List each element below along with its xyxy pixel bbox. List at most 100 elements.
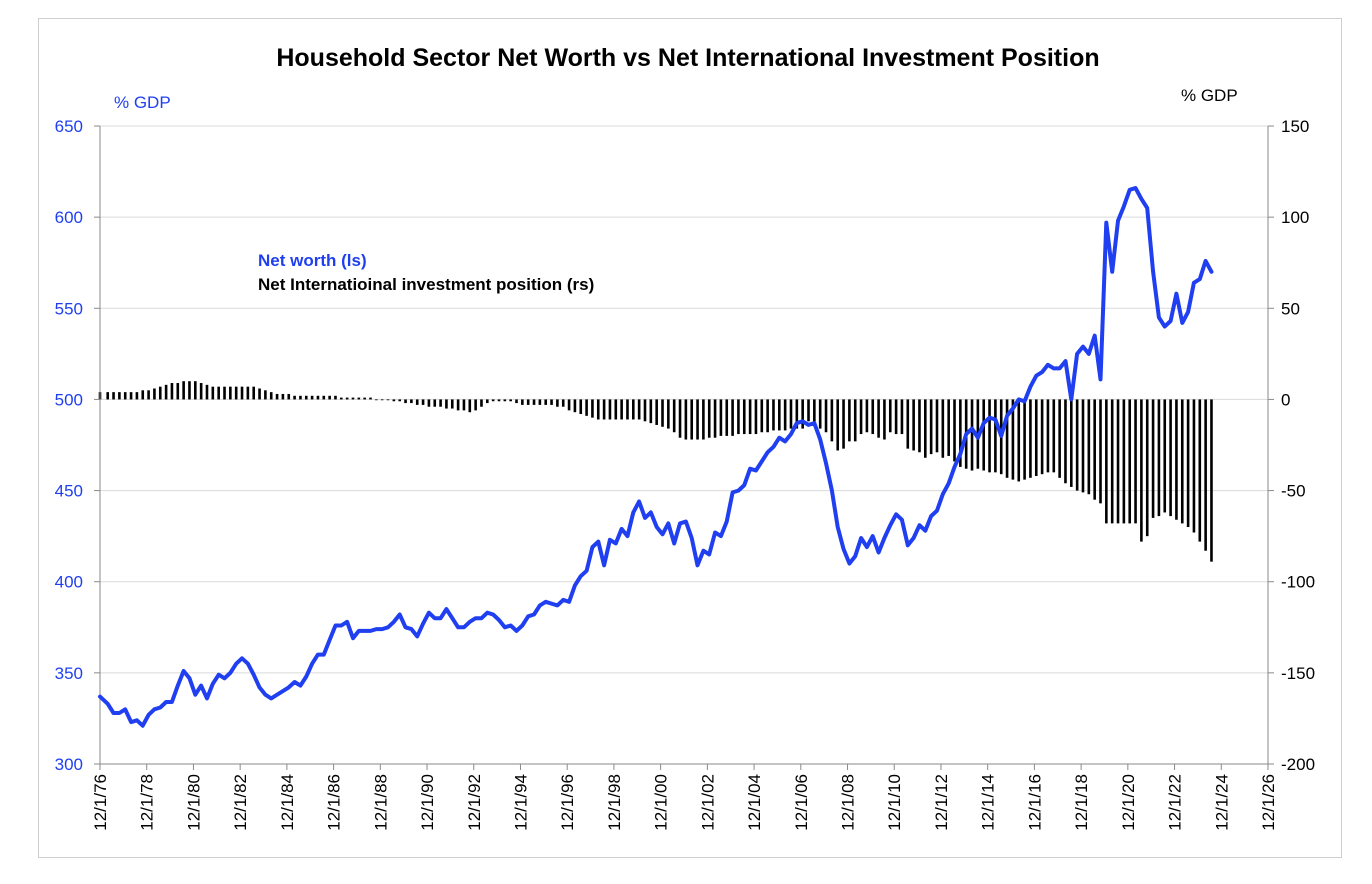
right-tick-label: -100: [1281, 573, 1315, 592]
x-tick-label: 12/1/12: [932, 774, 951, 831]
niip-bar: [427, 399, 431, 407]
niip-bar: [357, 397, 361, 400]
x-tick-label: 12/1/16: [1025, 774, 1044, 831]
niip-bar: [637, 399, 641, 420]
niip-bar: [888, 399, 892, 433]
niip-bar: [982, 399, 986, 471]
niip-bar: [1005, 399, 1009, 478]
x-tick-label: 12/1/00: [652, 774, 671, 831]
niip-bar: [1040, 399, 1044, 475]
niip-bar: [421, 399, 425, 405]
niip-bar: [830, 399, 834, 442]
niip-bar: [1093, 399, 1096, 500]
niip-bar: [1145, 399, 1149, 537]
niip-bar: [106, 392, 110, 400]
niip-bar: [1169, 399, 1172, 517]
x-tick-label: 12/1/20: [1119, 774, 1138, 831]
niip-bar: [1017, 399, 1021, 482]
left-tick-label: 300: [55, 755, 83, 774]
left-tick-label: 650: [55, 117, 83, 136]
niip-bar: [118, 392, 121, 400]
niip-bar: [690, 399, 694, 440]
x-tick-label: 12/1/02: [698, 774, 717, 831]
niip-bar: [538, 399, 542, 405]
niip-bar: [970, 399, 974, 471]
niip-bar: [947, 399, 950, 456]
niip-bar: [1064, 399, 1067, 484]
niip-bar: [234, 386, 238, 400]
niip-bar: [351, 397, 355, 400]
niip-bar: [293, 395, 296, 400]
niip-bar: [783, 399, 787, 431]
niip-bar: [1134, 399, 1137, 524]
niip-bar: [585, 399, 588, 416]
niip-bar: [848, 399, 851, 442]
niip-bar: [375, 399, 378, 401]
left-tick-label: 400: [55, 573, 83, 592]
niip-bar: [731, 399, 734, 436]
niip-bar: [515, 399, 518, 404]
niip-bar: [707, 399, 711, 438]
niip-bar: [264, 390, 267, 400]
niip-bar: [532, 399, 536, 405]
niip-bar: [456, 399, 460, 411]
niip-bar: [1210, 399, 1213, 562]
niip-bar: [310, 395, 314, 400]
niip-bar: [900, 399, 904, 435]
niip-bar: [853, 399, 857, 442]
niip-bar: [1110, 399, 1114, 524]
niip-bar: [462, 399, 466, 411]
niip-bar: [509, 399, 512, 402]
niip-bar: [801, 399, 804, 429]
niip-bar: [696, 399, 699, 440]
niip-bars: [98, 381, 1213, 562]
right-tick-label: 150: [1281, 117, 1309, 136]
left-tick-label: 350: [55, 664, 83, 683]
niip-bar: [813, 399, 816, 424]
niip-bar: [573, 399, 577, 413]
niip-bar: [205, 384, 209, 400]
niip-bar: [246, 386, 250, 400]
niip-bar: [556, 399, 559, 407]
x-tick-label: 12/1/94: [511, 774, 530, 831]
niip-bar: [953, 399, 956, 462]
niip-bar: [941, 399, 945, 458]
x-tick-label: 12/1/78: [138, 774, 157, 831]
niip-bar: [158, 386, 162, 400]
x-tick-label: 12/1/22: [1166, 774, 1185, 831]
niip-bar: [404, 399, 407, 404]
niip-bar: [1175, 399, 1178, 520]
niip-bar: [170, 383, 174, 400]
niip-bar: [702, 399, 705, 440]
niip-bar: [188, 381, 191, 400]
niip-bar: [544, 399, 548, 405]
niip-bar: [334, 395, 337, 400]
niip-bar: [719, 399, 723, 436]
niip-bar: [211, 386, 215, 400]
niip-bar: [194, 381, 197, 400]
niip-bar: [386, 399, 390, 401]
niip-bar: [742, 399, 746, 435]
niip-bar: [269, 392, 273, 400]
x-tick-label: 12/1/26: [1259, 774, 1278, 831]
niip-bar: [304, 395, 308, 400]
niip-bar: [877, 399, 880, 438]
niip-bar: [661, 399, 664, 427]
x-tick-label: 12/1/92: [465, 774, 484, 831]
niip-bar: [818, 399, 822, 429]
niip-bar: [445, 399, 448, 409]
niip-bar: [1029, 399, 1032, 478]
niip-bar: [275, 393, 279, 400]
x-tick-label: 12/1/86: [325, 774, 344, 831]
niip-bar: [865, 399, 869, 433]
niip-bar: [1046, 399, 1050, 473]
legend-net-worth: Net worth (ls): [258, 251, 367, 270]
niip-bar: [795, 399, 799, 429]
x-tick-label: 12/1/88: [371, 774, 390, 831]
x-tick-label: 12/1/06: [792, 774, 811, 831]
niip-bar: [450, 399, 454, 409]
niip-bar: [129, 392, 133, 400]
niip-bar: [602, 399, 606, 420]
niip-bar: [147, 390, 150, 400]
niip-bar: [643, 399, 647, 422]
